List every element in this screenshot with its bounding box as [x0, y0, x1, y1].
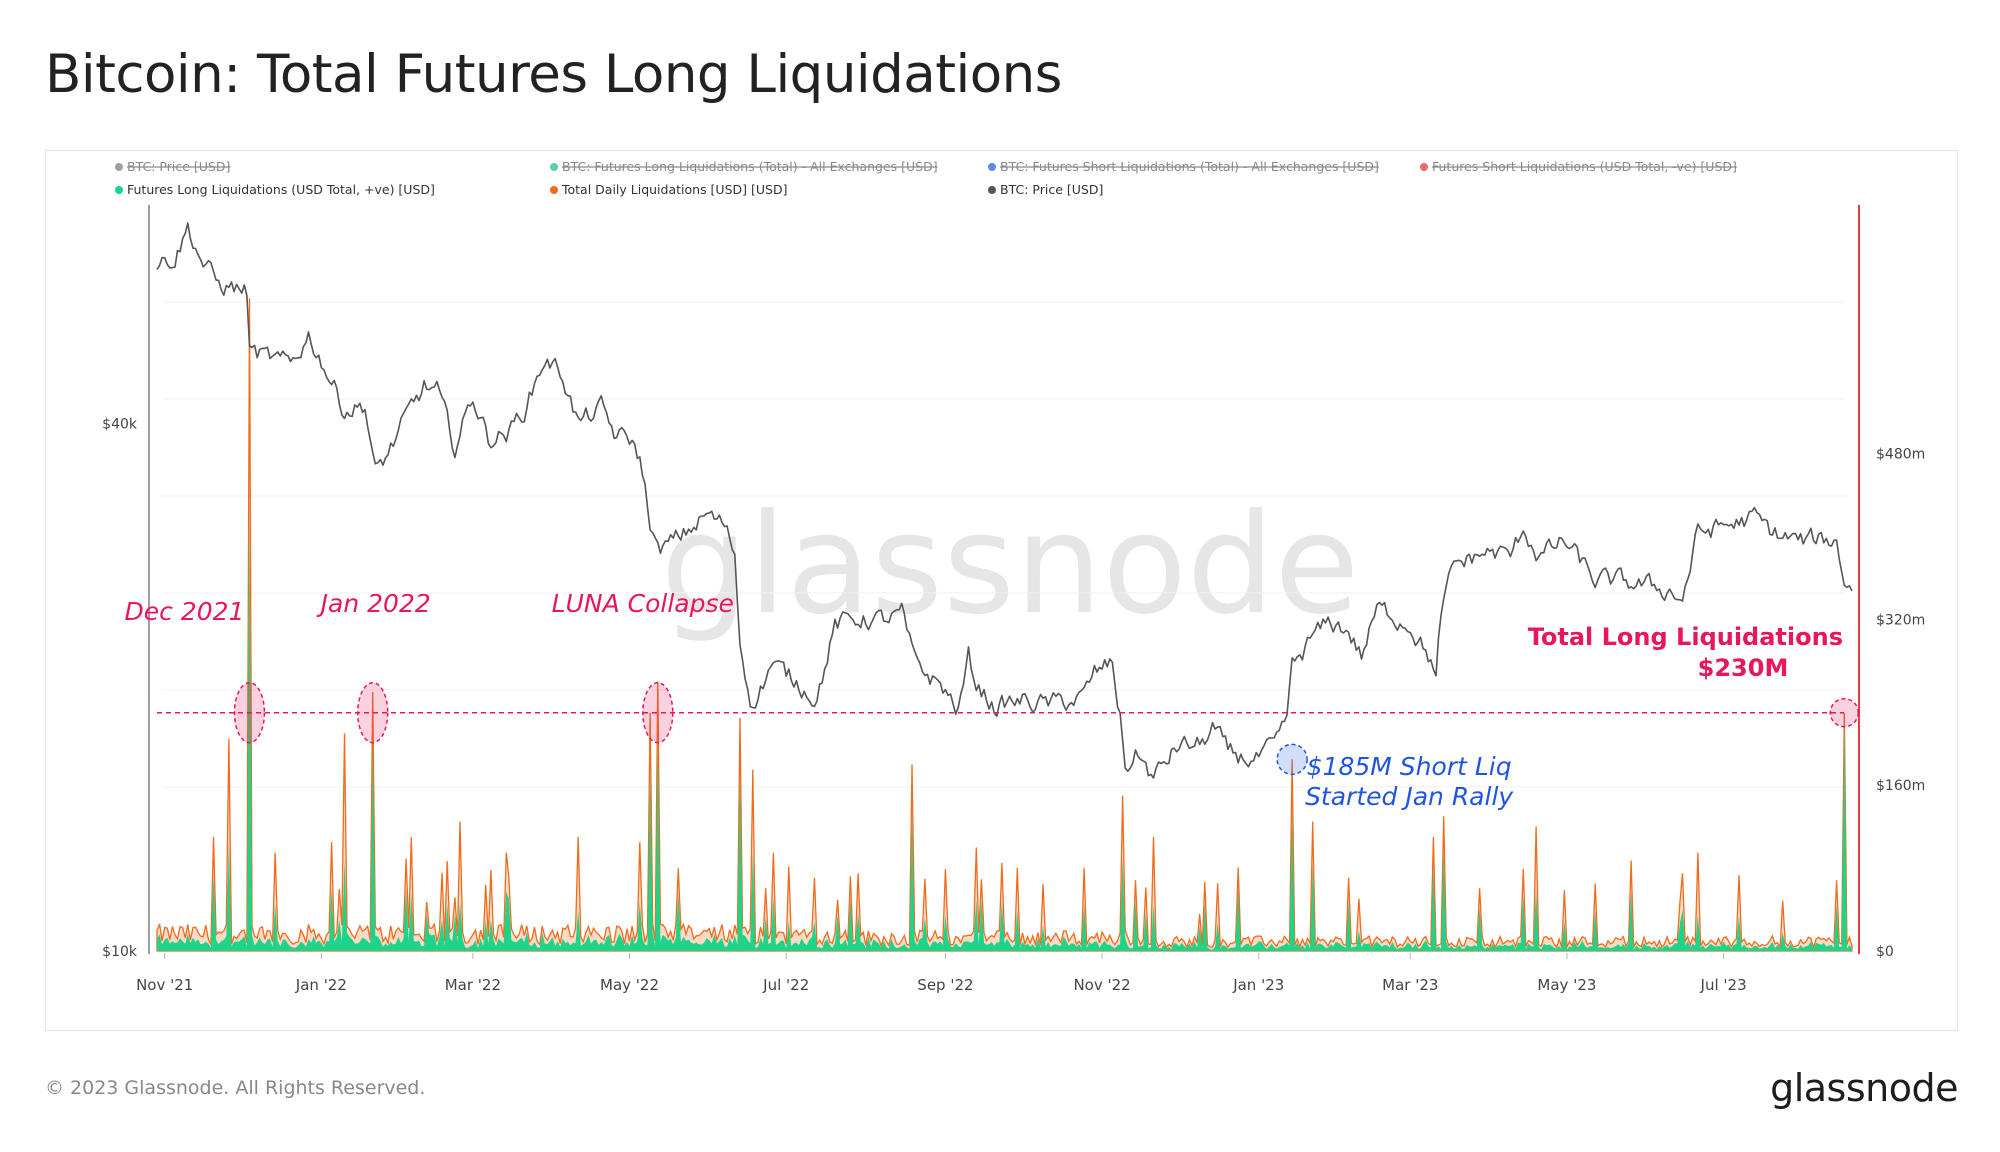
x-axis-tick-label: Mar '22 — [445, 976, 501, 994]
right-axis-tick-label: $160m — [1876, 778, 1925, 794]
legend-label: Futures Long Liquidations (USD Total, +v… — [127, 182, 435, 197]
x-axis-tick-label: Jul '23 — [1700, 976, 1747, 994]
annotation-dec-2021-label: Dec 2021 — [124, 597, 244, 626]
left-axis-tick-label: $40k — [102, 416, 138, 432]
legend-label: Total Daily Liquidations [USD] [USD] — [561, 182, 787, 197]
annotation-total-long-label-1: Total Long Liquidations — [1528, 623, 1843, 651]
x-axis-tick-label: Sep '22 — [917, 976, 973, 994]
page-title: Bitcoin: Total Futures Long Liquidations — [45, 44, 1062, 105]
annotation-short-liq-label-2: Started Jan Rally — [1305, 782, 1514, 811]
annotation-jan-2022-ellipse — [356, 681, 389, 744]
left-axis-tick-label: $10k — [102, 944, 138, 960]
x-axis-tick-label: Mar '23 — [1382, 976, 1438, 994]
x-axis-tick-label: Nov '21 — [136, 976, 193, 994]
x-axis-tick-label: May '23 — [1537, 976, 1596, 994]
right-axis-tick-label: $320m — [1876, 612, 1925, 628]
legend-marker — [115, 186, 123, 194]
legend-label: BTC: Price [USD] — [1000, 182, 1103, 197]
annotation-short-liq-ellipse — [1276, 743, 1308, 776]
legend-label-hidden: BTC: Futures Long Liquidations (Total) -… — [562, 159, 938, 174]
x-axis-tick-label: Jan '23 — [1232, 976, 1284, 994]
x-axis-tick-label: Nov '22 — [1073, 976, 1130, 994]
x-axis-tick-label: Jul '22 — [762, 976, 809, 994]
annotation-total-long-ellipse — [1829, 697, 1860, 728]
legend-marker-hidden — [1420, 163, 1428, 171]
right-axis-tick-label: $480m — [1876, 447, 1925, 463]
legend-marker — [550, 186, 558, 194]
legend-marker-hidden — [550, 163, 558, 171]
series-btc-price — [156, 222, 1853, 779]
series-total-daily-liquidations — [156, 298, 1853, 952]
watermark-text: glassnode — [661, 484, 1360, 645]
legend-marker — [988, 186, 996, 194]
chart-frame — [45, 150, 1958, 1031]
legend-label-hidden: Futures Short Liquidations (USD Total, -… — [1432, 159, 1737, 174]
annotation-dec-2021-ellipse — [233, 681, 266, 744]
x-axis-tick-label: May '22 — [600, 976, 659, 994]
annotation-total-long-label-2: $230M — [1698, 654, 1789, 682]
legend-label-hidden: BTC: Price [USD] — [127, 159, 230, 174]
x-axis-tick-label: Jan '22 — [295, 976, 347, 994]
annotation-jan-2022-label: Jan 2022 — [316, 589, 431, 618]
annotation-short-liq-label-1: $185M Short Liq — [1307, 752, 1512, 781]
legend-marker-hidden — [115, 163, 123, 171]
footer-logo: glassnode — [1770, 1066, 1958, 1110]
footer-copyright: © 2023 Glassnode. All Rights Reserved. — [45, 1077, 426, 1099]
annotation-luna-label: LUNA Collapse — [552, 589, 734, 618]
right-axis-tick-label: $0 — [1876, 944, 1894, 960]
legend-label-hidden: BTC: Futures Short Liquidations (Total) … — [1000, 159, 1379, 174]
annotation-luna-ellipse — [642, 681, 674, 744]
legend-marker-hidden — [988, 163, 996, 171]
